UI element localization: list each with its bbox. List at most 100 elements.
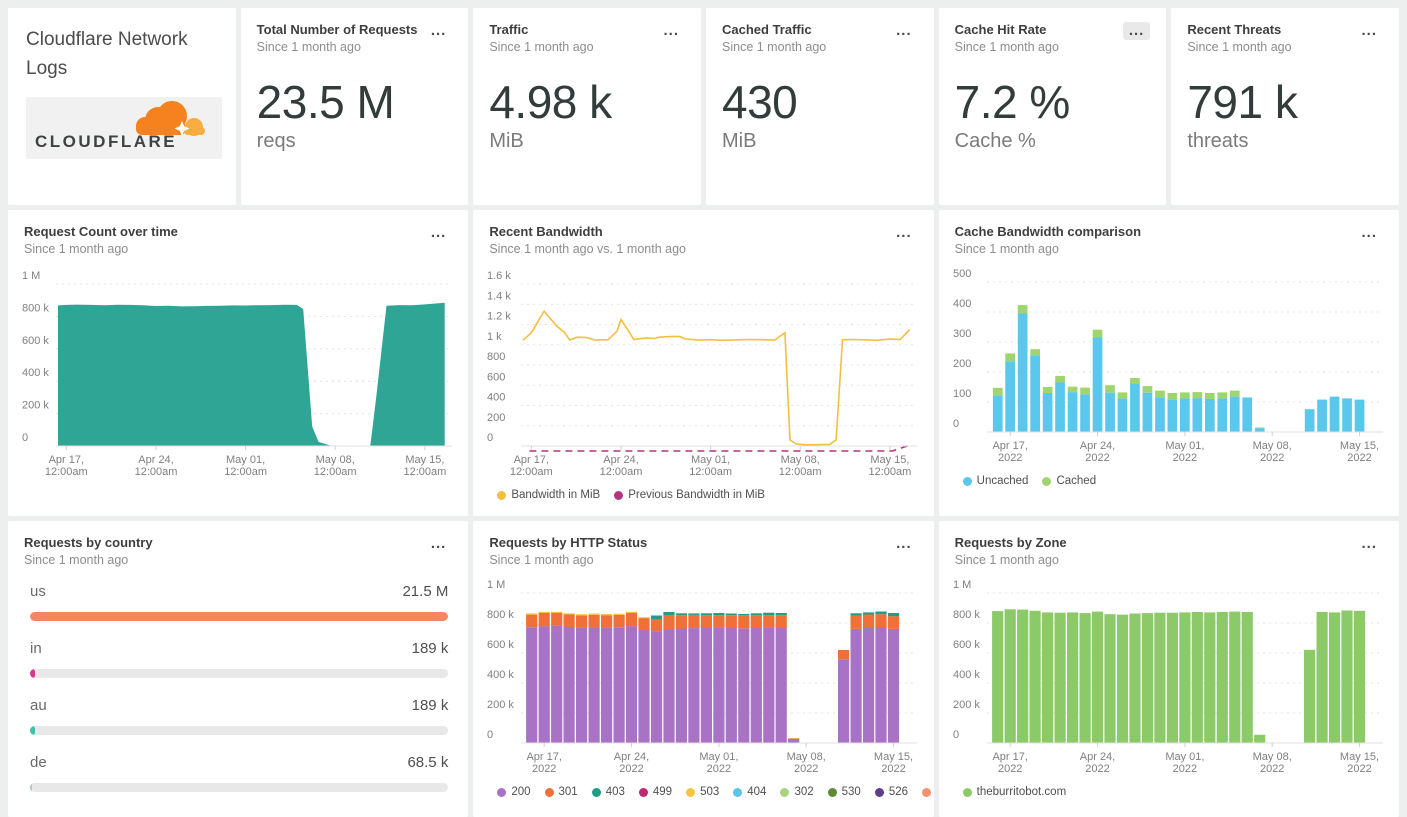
chart-legend: 200 301 403 499 503 404 302 530 526 524 bbox=[497, 786, 932, 798]
panel-total-requests: Total Number of Requests Since 1 month a… bbox=[240, 8, 469, 205]
panel-title[interactable]: Requests by Zone bbox=[954, 535, 1067, 550]
svg-text:1 k: 1 k bbox=[487, 331, 502, 343]
country-bar-fill bbox=[30, 726, 36, 735]
chart-canvas[interactable]: 1 M 800 k 600 k 400 k 200 k 0 Apr 17, 2022 Apr 2… bbox=[953, 577, 1383, 777]
stat-unit: MiB bbox=[489, 130, 524, 153]
svg-text:Apr 17,2022: Apr 17, 2022 bbox=[992, 440, 1027, 464]
recent-bandwidth-chart[interactable]: 1.6 k 1.4 k 1.2 k 1 k 800 600 400 200 0 Apr 17, 12… bbox=[487, 266, 918, 501]
svg-text:Apr 24,2022: Apr 24, 2022 bbox=[1079, 440, 1114, 464]
requests-by-zone-chart[interactable]: 1 M 800 k 600 k 400 k 200 k 0 Apr 17, 2022 Apr 2… bbox=[953, 577, 1383, 798]
svg-text:1 M: 1 M bbox=[487, 579, 505, 591]
legend-item[interactable]: 404 bbox=[733, 786, 766, 798]
svg-text:May 01,2022: May 01, 2022 bbox=[1165, 751, 1204, 775]
svg-text:400: 400 bbox=[953, 298, 971, 310]
svg-text:May 15,2022: May 15, 2022 bbox=[874, 751, 913, 775]
panel-subtitle: Since 1 month ago bbox=[1187, 40, 1292, 54]
panel-subtitle: Since 1 month ago bbox=[954, 553, 1059, 567]
svg-text:800 k: 800 k bbox=[22, 302, 49, 314]
chart-legend: Bandwidth in MiB Previous Bandwidth in Mi… bbox=[497, 489, 917, 501]
stat-value: 7.2 % bbox=[954, 76, 1071, 128]
panel-subtitle: Since 1 month ago bbox=[24, 242, 129, 256]
panel-menu-icon[interactable]: ... bbox=[896, 22, 912, 39]
svg-text:May 15,12:00am: May 15, 12:00am bbox=[869, 454, 912, 478]
legend-item[interactable]: 302 bbox=[780, 786, 814, 798]
legend-item[interactable]: 301 bbox=[544, 786, 578, 798]
legend-item[interactable]: Bandwidth in MiB bbox=[497, 489, 600, 501]
svg-text:400 k: 400 k bbox=[953, 669, 980, 681]
panel-title[interactable]: Total Number of Requests bbox=[256, 22, 418, 37]
panel-requests-by-http-status: Requests by HTTP Status Since 1 month ag… bbox=[473, 521, 934, 817]
panel-menu-icon[interactable]: ... bbox=[663, 22, 679, 39]
chart-legend: Uncached Cached bbox=[962, 475, 1383, 487]
chart-canvas[interactable]: 1 M 800 k 600 k 400 k 200 k 0 Apr 17, 12:00am Ap… bbox=[22, 266, 452, 480]
panel-title[interactable]: Traffic bbox=[489, 22, 529, 37]
legend-item[interactable]: 499 bbox=[638, 786, 672, 798]
chart-canvas[interactable]: 500 400 300 200 100 0 Apr 17, 2022 Apr 24, 2022 Ma… bbox=[953, 266, 1383, 466]
chart-canvas[interactable]: 1 M 800 k 600 k 400 k 200 k 0 Apr 17, 2022 Apr 2… bbox=[487, 577, 918, 777]
legend-dot-icon bbox=[591, 787, 601, 797]
legend-item[interactable]: Cached bbox=[1042, 475, 1096, 487]
legend-item[interactable]: 530 bbox=[827, 786, 861, 798]
chart-canvas[interactable]: 1.6 k 1.4 k 1.2 k 1 k 800 600 400 200 0 Apr 17, 12… bbox=[487, 266, 918, 480]
panel-menu-icon[interactable]: ... bbox=[1361, 22, 1377, 39]
legend-item[interactable]: Previous Bandwidth in MiB bbox=[614, 489, 765, 501]
panel-menu-icon[interactable]: ... bbox=[1361, 535, 1377, 552]
svg-text:Apr 24,12:00am: Apr 24, 12:00am bbox=[600, 454, 643, 478]
panel-menu-icon[interactable]: ... bbox=[1361, 224, 1377, 241]
cloudflare-logo: CLOUDFLARE bbox=[26, 97, 222, 159]
panel-menu-icon[interactable]: ... bbox=[896, 224, 912, 241]
legend-item[interactable]: 503 bbox=[686, 786, 719, 798]
svg-text:May 01,2022: May 01, 2022 bbox=[700, 751, 739, 775]
country-bar-track bbox=[30, 783, 449, 792]
legend-item[interactable]: 524 bbox=[922, 786, 934, 798]
svg-text:400 k: 400 k bbox=[22, 367, 49, 379]
panel-menu-icon[interactable]: ... bbox=[430, 22, 447, 39]
panel-title[interactable]: Recent Threats bbox=[1187, 22, 1282, 37]
svg-text:200 k: 200 k bbox=[953, 699, 980, 711]
panel-recent-threats: Recent Threats Since 1 month ago ... 791… bbox=[1171, 8, 1399, 205]
country-value: 189 k bbox=[411, 640, 449, 657]
panel-menu-icon[interactable]: ... bbox=[1122, 22, 1151, 40]
panel-subtitle: Since 1 month ago bbox=[954, 242, 1059, 256]
legend-item[interactable]: Uncached bbox=[962, 475, 1028, 487]
panel-title[interactable]: Cache Hit Rate bbox=[954, 22, 1047, 37]
svg-text:May 15,2022: May 15, 2022 bbox=[1340, 751, 1379, 775]
legend-item[interactable]: 200 bbox=[497, 786, 531, 798]
legend-item[interactable]: theburritobot.com bbox=[962, 786, 1066, 798]
panel-traffic: Traffic Since 1 month ago ... 4.98 k MiB bbox=[473, 8, 701, 205]
legend-item[interactable]: 526 bbox=[874, 786, 908, 798]
http-status-chart[interactable]: 1 M 800 k 600 k 400 k 200 k 0 Apr 17, 2022 Apr 2… bbox=[487, 577, 932, 798]
panel-title[interactable]: Recent Bandwidth bbox=[489, 224, 603, 239]
svg-text:800: 800 bbox=[487, 351, 505, 363]
svg-text:500: 500 bbox=[953, 268, 971, 280]
stat-value: 23.5 M bbox=[256, 76, 395, 128]
country-bar-track bbox=[30, 669, 449, 678]
svg-text:1.2 k: 1.2 k bbox=[487, 311, 511, 323]
svg-text:Apr 24,12:00am: Apr 24, 12:00am bbox=[135, 454, 178, 478]
svg-text:400: 400 bbox=[487, 392, 505, 404]
country-bar-fill bbox=[30, 612, 449, 621]
legend-item[interactable]: 403 bbox=[591, 786, 625, 798]
panel-title[interactable]: Requests by HTTP Status bbox=[489, 535, 648, 550]
country-label: us bbox=[30, 583, 46, 600]
legend-dot-icon bbox=[962, 787, 972, 797]
panel-title[interactable]: Cache Bandwidth comparison bbox=[954, 224, 1142, 239]
cloudflare-cloud-icon bbox=[136, 101, 205, 136]
panel-menu-icon[interactable]: ... bbox=[430, 535, 447, 552]
panel-subtitle: Since 1 month ago bbox=[489, 553, 594, 567]
svg-text:200 k: 200 k bbox=[22, 400, 49, 412]
panel-title[interactable]: Request Count over time bbox=[24, 224, 178, 239]
cache-bandwidth-chart[interactable]: 500 400 300 200 100 0 Apr 17, 2022 Apr 24, 2022 Ma… bbox=[953, 266, 1383, 487]
svg-text:300: 300 bbox=[953, 328, 971, 340]
panel-menu-icon[interactable]: ... bbox=[896, 535, 912, 552]
panel-cache-bandwidth: Cache Bandwidth comparison Since 1 month… bbox=[938, 210, 1399, 516]
panel-menu-icon[interactable]: ... bbox=[430, 224, 447, 241]
svg-text:600 k: 600 k bbox=[487, 639, 514, 651]
stat-unit: threats bbox=[1187, 130, 1249, 153]
panel-title[interactable]: Cached Traffic bbox=[722, 22, 812, 37]
country-label: au bbox=[30, 697, 47, 714]
legend-dot-icon bbox=[827, 787, 837, 797]
panel-title[interactable]: Requests by country bbox=[24, 535, 153, 550]
svg-text:1.4 k: 1.4 k bbox=[487, 290, 511, 302]
request-count-chart[interactable]: 1 M 800 k 600 k 400 k 200 k 0 Apr 17, 12:00am Ap… bbox=[22, 266, 452, 485]
